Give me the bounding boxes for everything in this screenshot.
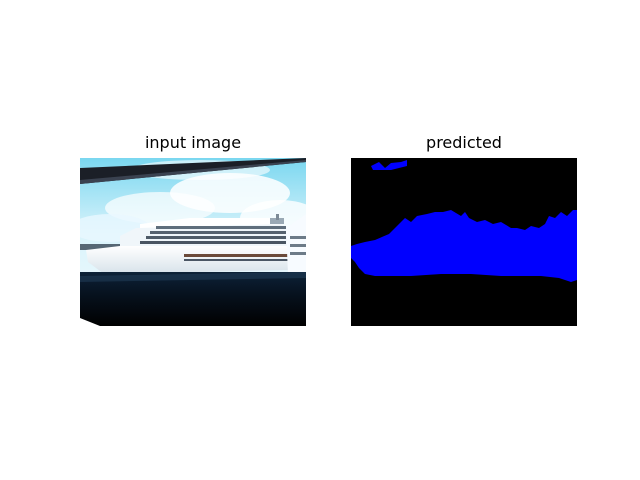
predicted-mask — [351, 158, 577, 326]
input-image-photo — [80, 158, 306, 326]
input-image-panel — [80, 158, 306, 326]
predicted-title: predicted — [426, 133, 502, 152]
input-image-title: input image — [144, 133, 242, 152]
predicted-mask-panel — [351, 158, 577, 326]
